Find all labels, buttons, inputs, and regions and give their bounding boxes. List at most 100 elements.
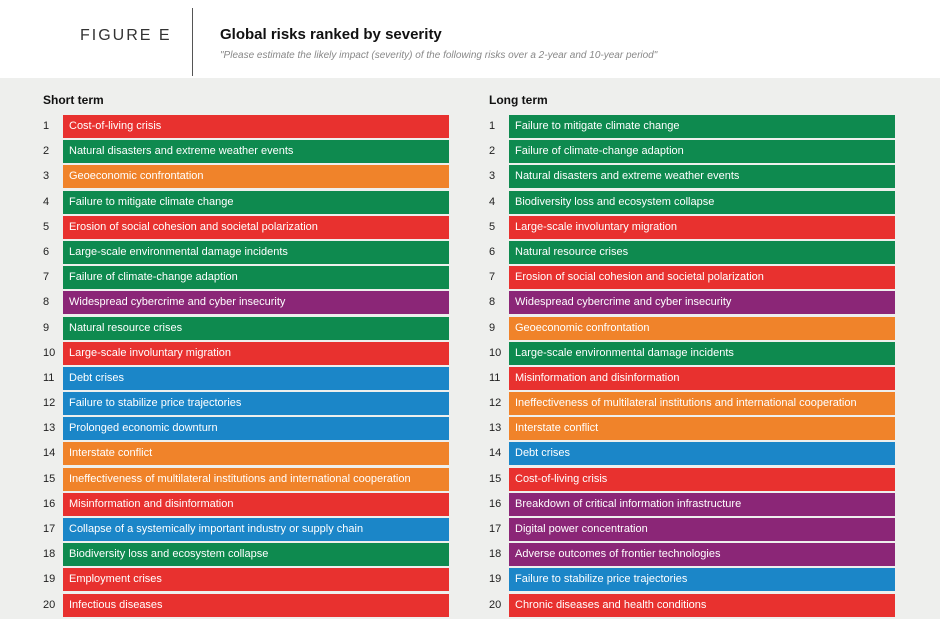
risk-label-bar: Interstate conflict bbox=[63, 442, 449, 466]
risk-label-bar: Large-scale environmental damage inciden… bbox=[63, 240, 449, 264]
risk-row: 2 Natural disasters and extreme weather e… bbox=[43, 140, 449, 165]
risk-rank: 15 bbox=[43, 472, 56, 485]
risk-rank: 1 bbox=[43, 120, 50, 132]
risk-row: 19 Failure to stabilize price trajectorie… bbox=[489, 568, 895, 593]
risk-rank: 13 bbox=[489, 422, 502, 435]
risk-label-bar: Failure to stabilize price trajectories bbox=[509, 568, 895, 592]
risk-label-bar: Failure to mitigate climate change bbox=[63, 190, 449, 214]
risk-row: 3 Natural disasters and extreme weather e… bbox=[489, 165, 895, 190]
risk-label-bar: Large-scale involuntary migration bbox=[63, 341, 449, 365]
risk-label-bar: Debt crises bbox=[63, 366, 449, 390]
short-term-column: Short term 1 Cost-of-living crisis 2 Natura… bbox=[43, 93, 449, 619]
risk-rank: 7 bbox=[489, 271, 496, 284]
risk-row: 11 Misinformation and disinformation bbox=[489, 366, 895, 392]
long-term-list: 1 Failure to mitigate climate change 2 Fail… bbox=[489, 115, 895, 619]
risk-row: 14 Interstate conflict bbox=[43, 442, 449, 467]
risk-row: 18 Biodiversity loss and ecosystem collap… bbox=[43, 543, 449, 568]
risk-row: 17 Digital power concentration bbox=[489, 518, 895, 543]
risk-label-bar: Misinformation and disinformation bbox=[63, 492, 449, 516]
risk-rank: 19 bbox=[489, 573, 502, 586]
risk-label-bar: Ineffectiveness of multilateral institut… bbox=[63, 467, 449, 491]
risk-label-bar: Large-scale involuntary migration bbox=[509, 215, 895, 239]
risk-rank: 2 bbox=[43, 145, 50, 158]
long-term-title: Long term bbox=[489, 93, 548, 107]
risk-row: 6 Natural resource crises bbox=[489, 240, 895, 266]
risk-rank: 15 bbox=[489, 472, 502, 485]
risk-rank: 16 bbox=[43, 497, 56, 510]
figure-header: FIGURE E Global risks ranked by severity… bbox=[0, 0, 940, 78]
risk-row: 4 Biodiversity loss and ecosystem collaps… bbox=[489, 190, 895, 216]
risk-label-bar: Biodiversity loss and ecosystem collapse bbox=[509, 190, 895, 214]
risk-label-bar: Biodiversity loss and ecosystem collapse bbox=[63, 543, 449, 567]
risk-label-bar: Breakdown of critical information infras… bbox=[509, 492, 895, 516]
risk-rank: 6 bbox=[489, 245, 496, 258]
risk-rank: 17 bbox=[43, 523, 56, 535]
risk-row: 5 Large-scale involuntary migration bbox=[489, 215, 895, 241]
risk-label-bar: Infectious diseases bbox=[63, 593, 449, 617]
risk-row: 8 Widespread cybercrime and cyber insecur… bbox=[489, 291, 895, 316]
risk-row: 20 Chronic diseases and health conditions bbox=[489, 593, 895, 619]
risk-label-bar: Erosion of social cohesion and societal … bbox=[63, 215, 449, 239]
risk-rank: 11 bbox=[489, 371, 501, 384]
risk-rank: 5 bbox=[489, 220, 496, 233]
risk-row: 2 Failure of climate-change adaption bbox=[489, 140, 895, 165]
risk-rank: 20 bbox=[43, 598, 56, 611]
risk-row: 10 Large-scale involuntary migration bbox=[43, 341, 449, 367]
figure-label: FIGURE E bbox=[80, 27, 172, 44]
risk-rank: 18 bbox=[489, 548, 502, 561]
risk-rank: 20 bbox=[489, 598, 502, 611]
risk-label-bar: Natural disasters and extreme weather ev… bbox=[63, 140, 449, 164]
risk-label-bar: Chronic diseases and health conditions bbox=[509, 593, 895, 617]
risk-rank: 8 bbox=[489, 296, 496, 309]
risk-row: 15 Ineffectiveness of multilateral instit… bbox=[43, 467, 449, 493]
risk-row: 4 Failure to mitigate climate change bbox=[43, 190, 449, 216]
risk-rank: 9 bbox=[43, 321, 50, 334]
risk-rank: 14 bbox=[43, 447, 56, 460]
long-term-column: Long term 1 Failure to mitigate climate c… bbox=[489, 93, 895, 619]
risk-label-bar: Digital power concentration bbox=[509, 518, 895, 541]
risk-label-bar: Failure to mitigate climate change bbox=[509, 115, 895, 138]
risk-row: 8 Widespread cybercrime and cyber insecur… bbox=[43, 291, 449, 316]
risk-label-bar: Natural disasters and extreme weather ev… bbox=[509, 165, 895, 189]
risk-rank: 9 bbox=[489, 321, 496, 334]
risk-rank: 7 bbox=[43, 271, 50, 284]
risk-rank: 3 bbox=[489, 170, 496, 183]
risk-row: 3 Geoeconomic confrontation bbox=[43, 165, 449, 190]
risk-row: 17 Collapse of a systemically important i… bbox=[43, 518, 449, 543]
risk-row: 1 Failure to mitigate climate change bbox=[489, 115, 895, 140]
risk-rank: 8 bbox=[43, 296, 50, 309]
risk-label-bar: Erosion of social cohesion and societal … bbox=[509, 266, 895, 290]
risk-row: 16 Misinformation and disinformation bbox=[43, 492, 449, 518]
risk-row: 6 Large-scale environmental damage incide… bbox=[43, 240, 449, 266]
risk-rank: 10 bbox=[489, 346, 502, 359]
risk-label-bar: Geoeconomic confrontation bbox=[509, 316, 895, 340]
risk-label-bar: Collapse of a systemically important ind… bbox=[63, 518, 449, 541]
risk-row: 16 Breakdown of critical information infr… bbox=[489, 492, 895, 518]
risk-rank: 10 bbox=[43, 346, 56, 359]
risk-rank: 2 bbox=[489, 145, 496, 158]
risk-row: 18 Adverse outcomes of frontier technolog… bbox=[489, 543, 895, 568]
risk-row: 13 Prolonged economic downturn bbox=[43, 417, 449, 442]
risk-label-bar: Cost-of-living crisis bbox=[509, 467, 895, 491]
risk-label-bar: Natural resource crises bbox=[63, 316, 449, 340]
risk-rank: 12 bbox=[43, 397, 56, 410]
risk-row: 12 Failure to stabilize price trajectorie… bbox=[43, 392, 449, 417]
risk-label-bar: Misinformation and disinformation bbox=[509, 366, 895, 390]
figure-subtitle: "Please estimate the likely impact (seve… bbox=[220, 50, 658, 61]
risk-label-bar: Widespread cybercrime and cyber insecuri… bbox=[509, 291, 895, 315]
risk-label-bar: Widespread cybercrime and cyber insecuri… bbox=[63, 291, 449, 315]
short-term-title: Short term bbox=[43, 93, 104, 107]
risk-rank: 6 bbox=[43, 245, 50, 258]
risk-row: 10 Large-scale environmental damage incid… bbox=[489, 341, 895, 367]
risk-label-bar: Cost-of-living crisis bbox=[63, 115, 449, 138]
risk-row: 7 Failure of climate-change adaption bbox=[43, 266, 449, 291]
risk-label-bar: Debt crises bbox=[509, 442, 895, 466]
risk-row: 12 Ineffectiveness of multilateral instit… bbox=[489, 392, 895, 417]
header-divider bbox=[192, 8, 193, 76]
risk-rank: 18 bbox=[43, 548, 56, 561]
risk-row: 20 Infectious diseases bbox=[43, 593, 449, 619]
risk-row: 11 Debt crises bbox=[43, 366, 449, 392]
risk-row: 13 Interstate conflict bbox=[489, 417, 895, 442]
risk-label-bar: Geoeconomic confrontation bbox=[63, 165, 449, 189]
risk-row: 1 Cost-of-living crisis bbox=[43, 115, 449, 140]
